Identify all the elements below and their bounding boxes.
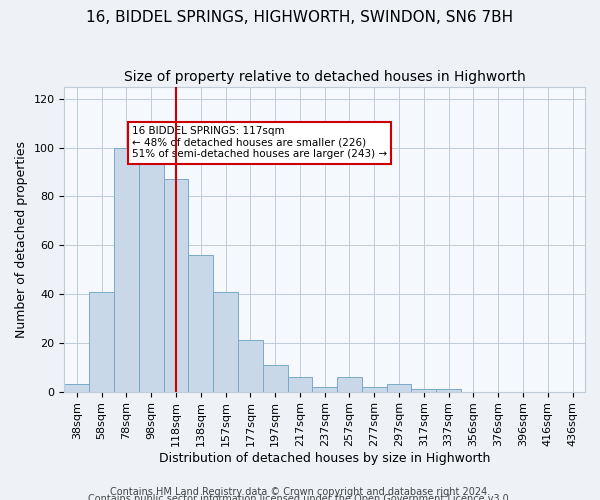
Title: Size of property relative to detached houses in Highworth: Size of property relative to detached ho… [124, 70, 526, 84]
Text: Contains HM Land Registry data © Crown copyright and database right 2024.: Contains HM Land Registry data © Crown c… [110, 487, 490, 497]
Bar [89, 292, 114, 392]
Text: 16, BIDDEL SPRINGS, HIGHWORTH, SWINDON, SN6 7BH: 16, BIDDEL SPRINGS, HIGHWORTH, SWINDON, … [86, 10, 514, 25]
Bar [213, 292, 238, 392]
Text: Contains public sector information licensed under the Open Government Licence v3: Contains public sector information licen… [88, 494, 512, 500]
Bar [436, 389, 461, 392]
Text: 16 BIDDEL SPRINGS: 117sqm
← 48% of detached houses are smaller (226)
51% of semi: 16 BIDDEL SPRINGS: 117sqm ← 48% of detac… [132, 126, 387, 160]
X-axis label: Distribution of detached houses by size in Highworth: Distribution of detached houses by size … [159, 452, 490, 465]
Y-axis label: Number of detached properties: Number of detached properties [15, 140, 28, 338]
Bar [64, 384, 89, 392]
Bar [362, 386, 386, 392]
Bar [313, 386, 337, 392]
Bar [188, 255, 213, 392]
Bar [263, 365, 287, 392]
Bar [114, 148, 139, 392]
Bar [238, 340, 263, 392]
Bar [139, 158, 164, 392]
Bar [412, 389, 436, 392]
Bar [287, 377, 313, 392]
Bar [337, 377, 362, 392]
Bar [164, 180, 188, 392]
Bar [386, 384, 412, 392]
